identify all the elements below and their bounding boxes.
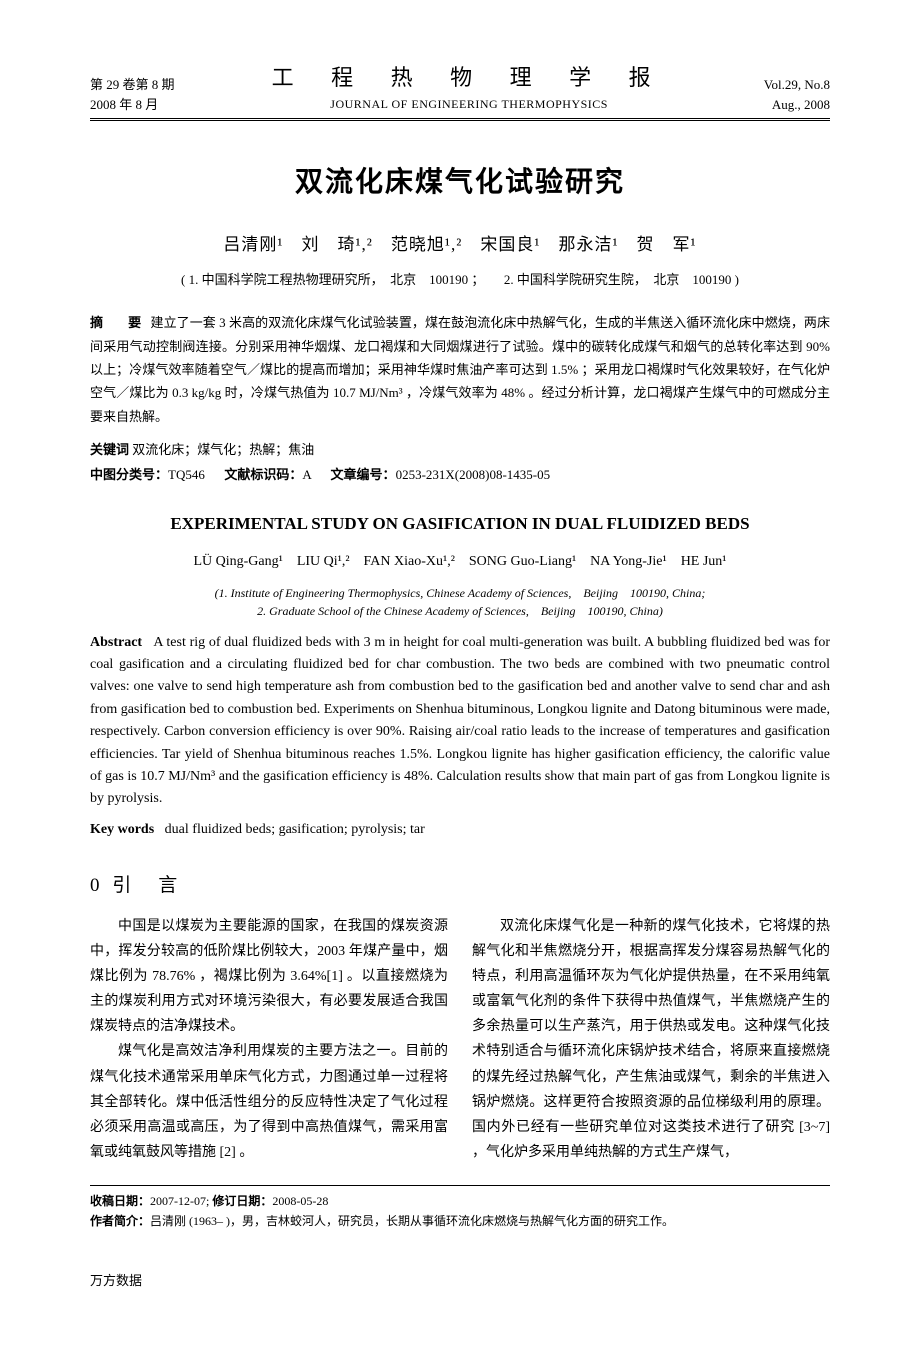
abstract-text-en: A test rig of dual fluidized beds with 3… (90, 635, 830, 807)
header-left: 第 29 卷第 8 期 2008 年 8 月 (90, 75, 175, 114)
body-text: 中国是以煤炭为主要能源的国家，在我国的煤炭资源中，挥发分较高的低阶煤比例较大，2… (90, 914, 830, 1166)
affiliations-en: (1. Institute of Engineering Thermophysi… (90, 584, 830, 620)
affiliations-cn: ( 1. 中国科学院工程热物理研究所， 北京 100190 ； 2. 中国科学院… (90, 270, 830, 291)
title-cn: 双流化床煤气化试验研究 (90, 161, 830, 206)
section-0-title: 0 引 言 (90, 871, 830, 901)
abstract-cn: 摘 要 建立了一套 3 米高的双流化床煤气化试验装置，煤在鼓泡流化床中热解气化，… (90, 311, 830, 428)
header-right: Vol.29, No.8 Aug., 2008 (764, 75, 830, 114)
volume-issue-en: Vol.29, No.8 (764, 75, 830, 95)
body-p2: 煤气化是高效洁净利用煤炭的主要方法之一。目前的煤气化技术通常采用单床气化方式，力… (90, 1039, 448, 1165)
keywords-text-cn: 双流化床；煤气化；热解；焦油 (132, 442, 314, 457)
title-en: EXPERIMENTAL STUDY ON GASIFICATION IN DU… (90, 511, 830, 537)
footer-dates: 收稿日期：2007-12-07; 修订日期：2008-05-28 (90, 1192, 830, 1211)
article-id-value: 0253-231X(2008)08-1435-05 (396, 467, 551, 482)
wanfang-watermark: 万方数据 (90, 1271, 830, 1292)
header-center: 工 程 热 物 理 学 报 JOURNAL OF ENGINEERING THE… (175, 60, 764, 114)
authors-en: LÜ Qing-Gang¹ LIU Qi¹,² FAN Xiao-Xu¹,² S… (90, 551, 830, 573)
doc-code-value: A (302, 467, 311, 482)
affiliation-en-2: 2. Graduate School of the Chinese Academ… (90, 602, 830, 620)
keywords-label-en: Key words (90, 822, 154, 837)
received-label: 收稿日期： (90, 1194, 150, 1208)
body-p1: 中国是以煤炭为主要能源的国家，在我国的煤炭资源中，挥发分较高的低阶煤比例较大，2… (90, 914, 448, 1040)
keywords-label-cn: 关键词 (90, 442, 129, 457)
received-date: 2007-12-07; (150, 1194, 212, 1208)
revised-label: 修订日期： (212, 1194, 272, 1208)
article-id-label: 文章编号： (331, 467, 396, 482)
affiliation-en-1: (1. Institute of Engineering Thermophysi… (90, 584, 830, 602)
keywords-cn: 关键词 双流化床；煤气化；热解；焦油 (90, 440, 830, 461)
volume-issue-cn: 第 29 卷第 8 期 (90, 75, 175, 95)
date-cn: 2008 年 8 月 (90, 95, 175, 115)
clc-label: 中图分类号： (90, 467, 168, 482)
body-p3: 双流化床煤气化是一种新的煤气化技术，它将煤的热解气化和半焦燃烧分开，根据高挥发分… (472, 914, 830, 1166)
abstract-text-cn: 建立了一套 3 米高的双流化床煤气化试验装置，煤在鼓泡流化床中热解气化，生成的半… (90, 315, 830, 424)
authors-cn: 吕清刚¹ 刘 琦¹,² 范晓旭¹,² 宋国良¹ 那永洁¹ 贺 军¹ (90, 231, 830, 258)
footer: 收稿日期：2007-12-07; 修订日期：2008-05-28 作者简介：吕清… (90, 1185, 830, 1230)
date-en: Aug., 2008 (764, 95, 830, 115)
footer-author-bio: 作者简介：吕清刚 (1963– )，男，吉林蛟河人，研究员，长期从事循环流化床燃… (90, 1212, 830, 1231)
author-bio-text: 吕清刚 (1963– )，男，吉林蛟河人，研究员，长期从事循环流化床燃烧与热解气… (150, 1214, 674, 1228)
page-header: 第 29 卷第 8 期 2008 年 8 月 工 程 热 物 理 学 报 JOU… (90, 60, 830, 121)
clc-value: TQ546 (168, 467, 205, 482)
keywords-text-en: dual fluidized beds; gasification; pyrol… (165, 822, 425, 837)
abstract-label-en: Abstract (90, 635, 142, 650)
author-bio-label: 作者简介： (90, 1214, 150, 1228)
abstract-en: Abstract A test rig of dual fluidized be… (90, 632, 830, 811)
classification-row: 中图分类号：TQ546 文献标识码：A 文章编号：0253-231X(2008)… (90, 465, 830, 486)
keywords-en: Key words dual fluidized beds; gasificat… (90, 819, 830, 841)
journal-name-cn: 工 程 热 物 理 学 报 (175, 60, 764, 95)
revised-date: 2008-05-28 (272, 1194, 328, 1208)
journal-name-en: JOURNAL OF ENGINEERING THERMOPHYSICS (175, 95, 764, 114)
abstract-label-cn: 摘 要 (90, 315, 147, 330)
doc-code-label: 文献标识码： (224, 467, 302, 482)
